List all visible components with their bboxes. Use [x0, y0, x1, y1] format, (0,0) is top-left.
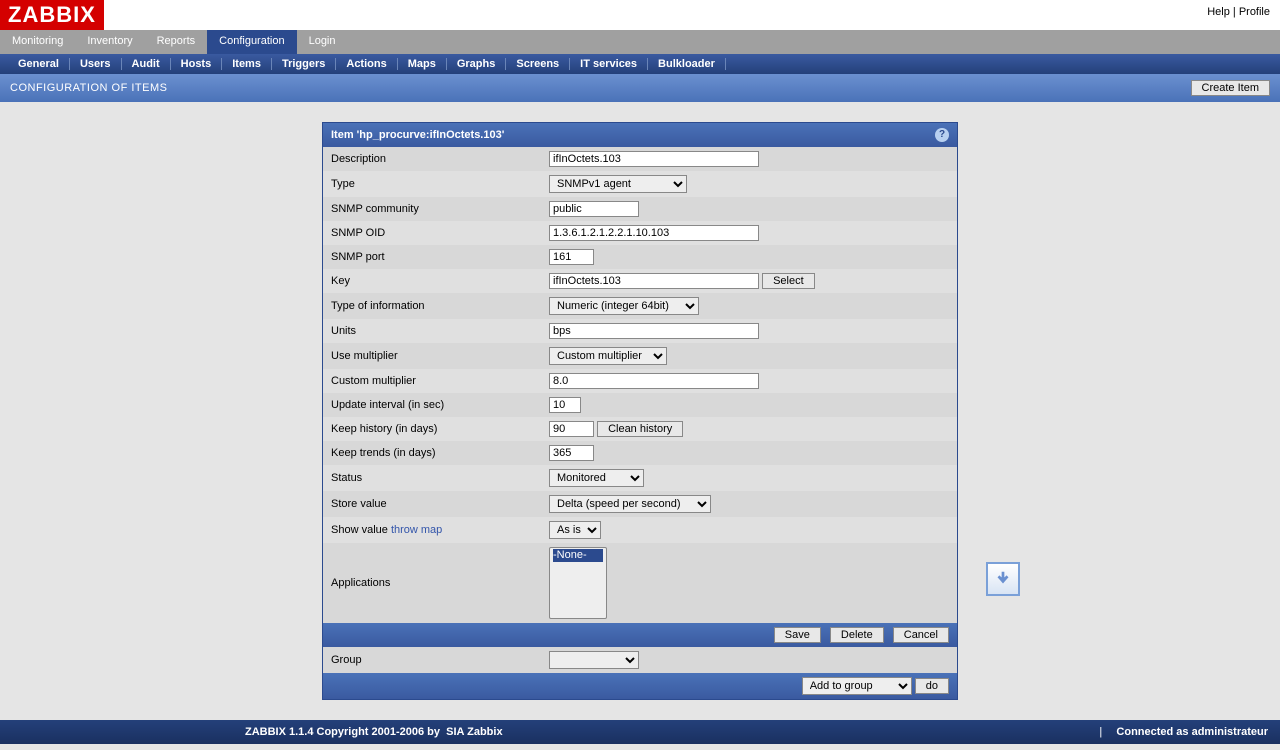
subnav-maps[interactable]: Maps	[398, 58, 447, 70]
applications-option-none[interactable]: -None-	[553, 549, 603, 562]
key-label: Key	[323, 269, 541, 293]
type-select[interactable]: SNMPv1 agent	[549, 175, 687, 193]
type-info-label: Type of information	[323, 293, 541, 319]
snmp-port-label: SNMP port	[323, 245, 541, 269]
key-input[interactable]	[549, 273, 759, 289]
group-table: Group	[323, 647, 957, 673]
snmp-community-label: SNMP community	[323, 197, 541, 221]
subnav-audit[interactable]: Audit	[122, 58, 171, 70]
applications-label: Applications	[323, 543, 541, 623]
units-label: Units	[323, 319, 541, 343]
cancel-button[interactable]: Cancel	[893, 627, 949, 643]
footer: ZABBIX 1.1.4 Copyright 2001-2006 by SIA …	[0, 720, 1280, 744]
help-link[interactable]: Help	[1207, 6, 1230, 18]
subnav-graphs[interactable]: Graphs	[447, 58, 507, 70]
group-select[interactable]	[549, 651, 639, 669]
tab-reports[interactable]: Reports	[145, 30, 208, 54]
download-side-icon[interactable]	[986, 562, 1020, 596]
do-button[interactable]: do	[915, 678, 949, 694]
subnav-actions[interactable]: Actions	[336, 58, 397, 70]
footer-connected: Connected as administrateur	[1116, 726, 1268, 738]
snmp-oid-label: SNMP OID	[323, 221, 541, 245]
profile-link[interactable]: Profile	[1239, 6, 1270, 18]
add-to-group-bar: Add to group do	[323, 673, 957, 699]
subnav-it-services[interactable]: IT services	[570, 58, 648, 70]
store-value-label: Store value	[323, 491, 541, 517]
page-title: CONFIGURATION OF ITEMS	[10, 82, 167, 94]
snmp-port-input[interactable]	[549, 249, 594, 265]
subnav-triggers[interactable]: Triggers	[272, 58, 336, 70]
logo: ZABBIX	[0, 0, 104, 30]
use-multiplier-label: Use multiplier	[323, 343, 541, 369]
form-table: Description Type SNMPv1 agent SNMP commu…	[323, 147, 957, 623]
type-label: Type	[323, 171, 541, 197]
use-multiplier-select[interactable]: Custom multiplier	[549, 347, 667, 365]
status-label: Status	[323, 465, 541, 491]
show-value-label: Show value throw map	[323, 517, 541, 543]
tab-inventory[interactable]: Inventory	[75, 30, 144, 54]
subnav-hosts[interactable]: Hosts	[171, 58, 223, 70]
keep-trends-label: Keep trends (in days)	[323, 441, 541, 465]
create-item-button[interactable]: Create Item	[1191, 80, 1270, 96]
update-interval-input[interactable]	[549, 397, 581, 413]
update-interval-label: Update interval (in sec)	[323, 393, 541, 417]
box-title: Item 'hp_procurve:ifInOctets.103'	[331, 129, 504, 141]
action-button-row: Save Delete Cancel	[323, 623, 957, 647]
throw-map-link[interactable]: throw map	[391, 524, 442, 536]
help-icon[interactable]: ?	[935, 128, 949, 142]
description-label: Description	[323, 147, 541, 171]
item-form-box: Item 'hp_procurve:ifInOctets.103' ? Desc…	[322, 122, 958, 700]
show-value-select[interactable]: As is	[549, 521, 601, 539]
subnav-general[interactable]: General	[8, 58, 70, 70]
custom-multiplier-input[interactable]	[549, 373, 759, 389]
store-value-select[interactable]: Delta (speed per second)	[549, 495, 711, 513]
tab-login[interactable]: Login	[297, 30, 348, 54]
footer-copyright: ZABBIX 1.1.4 Copyright 2001-2006 by	[245, 726, 440, 738]
keep-history-input[interactable]	[549, 421, 594, 437]
help-profile-links: Help | Profile	[1207, 0, 1280, 18]
page-header: CONFIGURATION OF ITEMS Create Item	[0, 74, 1280, 102]
save-button[interactable]: Save	[774, 627, 821, 643]
applications-select[interactable]: -None-	[549, 547, 607, 619]
subnav-screens[interactable]: Screens	[506, 58, 570, 70]
subnav-users[interactable]: Users	[70, 58, 122, 70]
group-label: Group	[323, 647, 541, 673]
custom-multiplier-label: Custom multiplier	[323, 369, 541, 393]
main-tabs: MonitoringInventoryReportsConfigurationL…	[0, 30, 1280, 54]
type-info-select[interactable]: Numeric (integer 64bit)	[549, 297, 699, 315]
tab-monitoring[interactable]: Monitoring	[0, 30, 75, 54]
keep-trends-input[interactable]	[549, 445, 594, 461]
tab-configuration[interactable]: Configuration	[207, 30, 296, 54]
clean-history-button[interactable]: Clean history	[597, 421, 683, 437]
footer-company: SIA Zabbix	[446, 726, 502, 738]
key-select-button[interactable]: Select	[762, 273, 815, 289]
snmp-oid-input[interactable]	[549, 225, 759, 241]
subnav-items[interactable]: Items	[222, 58, 272, 70]
add-to-group-select[interactable]: Add to group	[802, 677, 912, 695]
sub-nav: GeneralUsersAuditHostsItemsTriggersActio…	[0, 54, 1280, 74]
units-input[interactable]	[549, 323, 759, 339]
subnav-bulkloader[interactable]: Bulkloader	[648, 58, 726, 70]
keep-history-label: Keep history (in days)	[323, 417, 541, 441]
description-input[interactable]	[549, 151, 759, 167]
form-box-header: Item 'hp_procurve:ifInOctets.103' ?	[323, 123, 957, 147]
status-select[interactable]: Monitored	[549, 469, 644, 487]
snmp-community-input[interactable]	[549, 201, 639, 217]
delete-button[interactable]: Delete	[830, 627, 884, 643]
